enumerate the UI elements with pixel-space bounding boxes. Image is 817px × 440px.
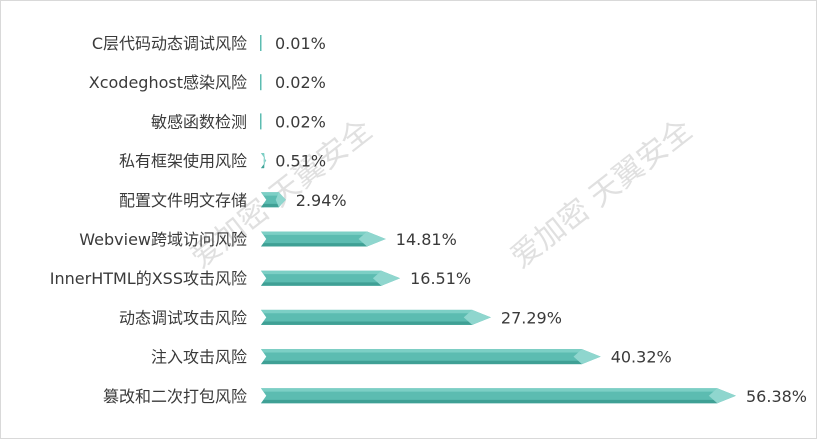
value-label: 14.81% (396, 230, 457, 249)
bar (261, 270, 401, 286)
bar-highlight (261, 388, 724, 392)
bar-tip (372, 270, 401, 286)
category-label: 敏感函数检测 (151, 112, 247, 131)
bar-shade (261, 282, 388, 286)
bar-shade (261, 399, 724, 404)
bar (261, 349, 601, 365)
value-label: 27.29% (501, 308, 562, 327)
bar-tip (573, 349, 601, 365)
bar-row: 敏感函数检测 0.02% (151, 112, 326, 131)
bar-highlight (261, 309, 479, 314)
bar-highlight (261, 192, 282, 196)
category-label: 配置文件明文存储 (119, 191, 247, 210)
bar-row: C层代码动态调试风险 0.01% (92, 34, 326, 53)
watermark-layer: 爱加密 天翼安全 爱加密 天翼安全 (184, 113, 699, 276)
category-label: InnerHTML的XSS攻击风险 (50, 269, 247, 288)
category-label: 动态调试攻击风险 (119, 308, 247, 327)
bar-row: 动态调试攻击风险 27.29% (119, 308, 562, 327)
bar-row: Xcodeghost感染风险 0.02% (89, 73, 326, 92)
bar-shade (261, 243, 374, 247)
bar-tip (463, 309, 491, 325)
category-label: Webview跨域访问风险 (79, 230, 247, 249)
bar-shade (261, 360, 589, 365)
bar-tip (708, 388, 736, 404)
bar (260, 74, 262, 91)
bar-shade (261, 321, 479, 325)
watermark-text: 爱加密 天翼安全 (504, 113, 699, 276)
bar-highlight (261, 270, 388, 275)
bar-highlight (261, 349, 589, 353)
bar-tip (263, 153, 266, 169)
bars-layer: C层代码动态调试风险 0.01%Xcodeghost感染风险 0.02%敏感函数检测… (50, 34, 807, 406)
category-label: C层代码动态调试风险 (92, 34, 247, 53)
bar-highlight (261, 231, 374, 235)
value-label: 0.02% (275, 73, 326, 92)
bar (260, 35, 262, 51)
value-label: 0.51% (275, 152, 326, 171)
bar-row: 注入攻击风险 40.32% (151, 348, 672, 367)
bar-row: 篡改和二次打包风险 56.38% (103, 387, 807, 406)
bar-tip (358, 231, 386, 247)
value-label: 16.51% (410, 269, 471, 288)
bar (261, 231, 386, 247)
bar-row: 配置文件明文存储 2.94% (119, 191, 347, 210)
value-label: 0.02% (275, 112, 326, 131)
category-label: 注入攻击风险 (151, 348, 247, 367)
bar-shade (261, 203, 282, 208)
value-label: 2.94% (296, 191, 347, 210)
bar (261, 388, 736, 404)
category-label: Xcodeghost感染风险 (89, 73, 247, 92)
bar-row: InnerHTML的XSS攻击风险 16.51% (50, 269, 471, 288)
bar-highlight (261, 153, 265, 157)
category-label: 篡改和二次打包风险 (103, 387, 247, 406)
category-label: 私有框架使用风险 (119, 152, 247, 171)
bar (261, 309, 491, 325)
value-label: 0.01% (275, 34, 326, 53)
bar-tip (275, 192, 286, 208)
bar-row: Webview跨域访问风险 14.81% (79, 230, 457, 249)
bar-shade (261, 164, 265, 169)
bar-row: 私有框架使用风险 0.51% (119, 152, 326, 171)
bar (260, 113, 262, 130)
value-label: 40.32% (611, 348, 672, 367)
value-label: 56.38% (746, 387, 807, 406)
